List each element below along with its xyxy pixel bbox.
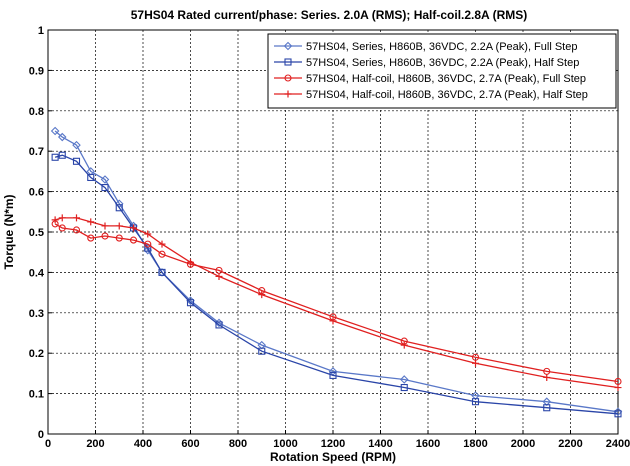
series-1-point [100, 175, 110, 184]
series-4-point [472, 359, 479, 367]
series-4-point [58, 214, 66, 222]
series-4-point [329, 317, 337, 325]
series-3-point [115, 234, 123, 242]
series-2-point [400, 383, 408, 392]
series-2-point [87, 173, 95, 182]
x-tick-label: 400 [134, 438, 152, 450]
x-tick-label: 0 [45, 438, 51, 450]
series-4-point [144, 230, 152, 238]
series-2-line [54, 154, 619, 415]
series-2-point [101, 184, 109, 192]
legend-box [267, 33, 617, 109]
x-tick-label: 2000 [511, 438, 535, 450]
series-3-point [87, 234, 95, 242]
y-tick-label: 0.4 [29, 267, 45, 279]
series-1-line [54, 130, 619, 413]
y-axis-label: Torque (N*m) [2, 194, 16, 269]
series-4-point [115, 222, 123, 230]
x-tick-label: 2200 [558, 438, 582, 450]
series-2-point [144, 244, 152, 252]
x-tick-label: 1200 [321, 438, 345, 450]
series-3-line [54, 223, 619, 383]
series-1-point [143, 245, 153, 255]
legend-swatch-marker [284, 90, 292, 98]
legend-label: 57HS04, Series, H860B, 36VDC, 2.2A (Peak… [306, 57, 579, 69]
x-tick-label: 2400 [606, 438, 630, 450]
series-3-point [72, 226, 81, 234]
series-2-point [158, 268, 166, 276]
series-3-point [101, 232, 109, 240]
series-2-point [51, 153, 59, 161]
x-tick-label: 600 [181, 438, 199, 450]
series-2-point [186, 299, 195, 307]
series-2-point [72, 157, 81, 165]
y-tick-label: 0.6 [29, 187, 44, 199]
series-4-point [158, 240, 166, 248]
series-4-point [258, 291, 266, 299]
y-tick-label: 0.5 [29, 227, 44, 239]
y-tick-label: 0 [38, 429, 44, 441]
x-tick-label: 1000 [273, 438, 297, 450]
legend-entry-2: 57HS04, Series, H860B, 36VDC, 2.2A (Peak… [274, 57, 579, 69]
series-3-point [158, 250, 166, 258]
series-4-point [51, 216, 59, 224]
chart-title: 57HS04 Rated current/phase: Series. 2.0A… [131, 8, 528, 22]
legend-entry-3: 57HS04, Half-coil, H860B, 36VDC, 2.7A (P… [274, 73, 586, 85]
series-1 [50, 126, 623, 417]
legend-label: 57HS04, Half-coil, H860B, 36VDC, 2.7A (P… [306, 89, 588, 101]
x-tick-label: 200 [86, 438, 104, 450]
series-1-point [399, 375, 409, 384]
series-2 [51, 151, 622, 418]
series-2-point [543, 404, 551, 412]
x-axis-label: Rotation Speed (RPM) [270, 450, 396, 464]
series-4-point [87, 218, 95, 226]
y-tick-label: 0.3 [29, 308, 44, 320]
legend-swatch-marker [284, 58, 292, 66]
legend-swatch-marker [284, 74, 292, 82]
y-tick-label: 0.1 [29, 389, 44, 401]
series-3-point [129, 236, 138, 244]
series-1-point [50, 126, 60, 136]
y-tick-label: 0.2 [29, 348, 44, 360]
x-tick-label: 1400 [368, 438, 392, 450]
legend: 57HS04, Series, H860B, 36VDC, 2.2A (Peak… [267, 33, 617, 109]
y-tick-label: 0.9 [29, 65, 44, 77]
series-4-point [400, 341, 408, 349]
legend-swatch-marker [283, 41, 293, 51]
series-3 [51, 220, 622, 386]
series-4-point [101, 222, 109, 230]
series-4-point [73, 214, 80, 222]
series-4 [51, 214, 622, 392]
legend-label: 57HS04, Half-coil, H860B, 36VDC, 2.7A (P… [306, 73, 586, 85]
series-1-point [72, 140, 81, 150]
legend-label: 57HS04, Series, H860B, 36VDC, 2.2A (Peak… [306, 41, 577, 53]
y-tick-label: 0.7 [29, 146, 44, 158]
series-2-point [215, 321, 223, 329]
series-group [50, 126, 623, 418]
series-2-point [614, 410, 622, 418]
series-1-point [57, 132, 67, 142]
series-2-point [329, 371, 337, 379]
y-tick-label: 1 [38, 25, 44, 37]
series-4-point [614, 384, 622, 392]
series-2-point [115, 204, 123, 212]
series-4-point [215, 272, 223, 280]
legend-entry-4: 57HS04, Half-coil, H860B, 36VDC, 2.7A (P… [274, 89, 588, 101]
x-tick-label: 1800 [463, 438, 487, 450]
series-2-point [258, 347, 266, 355]
series-4-point [543, 373, 551, 381]
series-3-point [58, 224, 66, 232]
x-tick-label: 1600 [416, 438, 440, 450]
series-4-point [187, 258, 194, 266]
axis-ticks: 0 200 400 600 800 1000 1200 1400 1600 1800 2000 220… [29, 25, 630, 450]
series-4-line [54, 217, 619, 389]
series-2-point [471, 398, 480, 406]
y-tick-label: 0.8 [29, 106, 44, 118]
x-tick-label: 800 [229, 438, 247, 450]
series-4-point [130, 224, 137, 232]
legend-entry-1: 57HS04, Series, H860B, 36VDC, 2.2A (Peak… [274, 41, 577, 53]
series-2-point [58, 151, 66, 159]
series-3-point [144, 240, 152, 248]
